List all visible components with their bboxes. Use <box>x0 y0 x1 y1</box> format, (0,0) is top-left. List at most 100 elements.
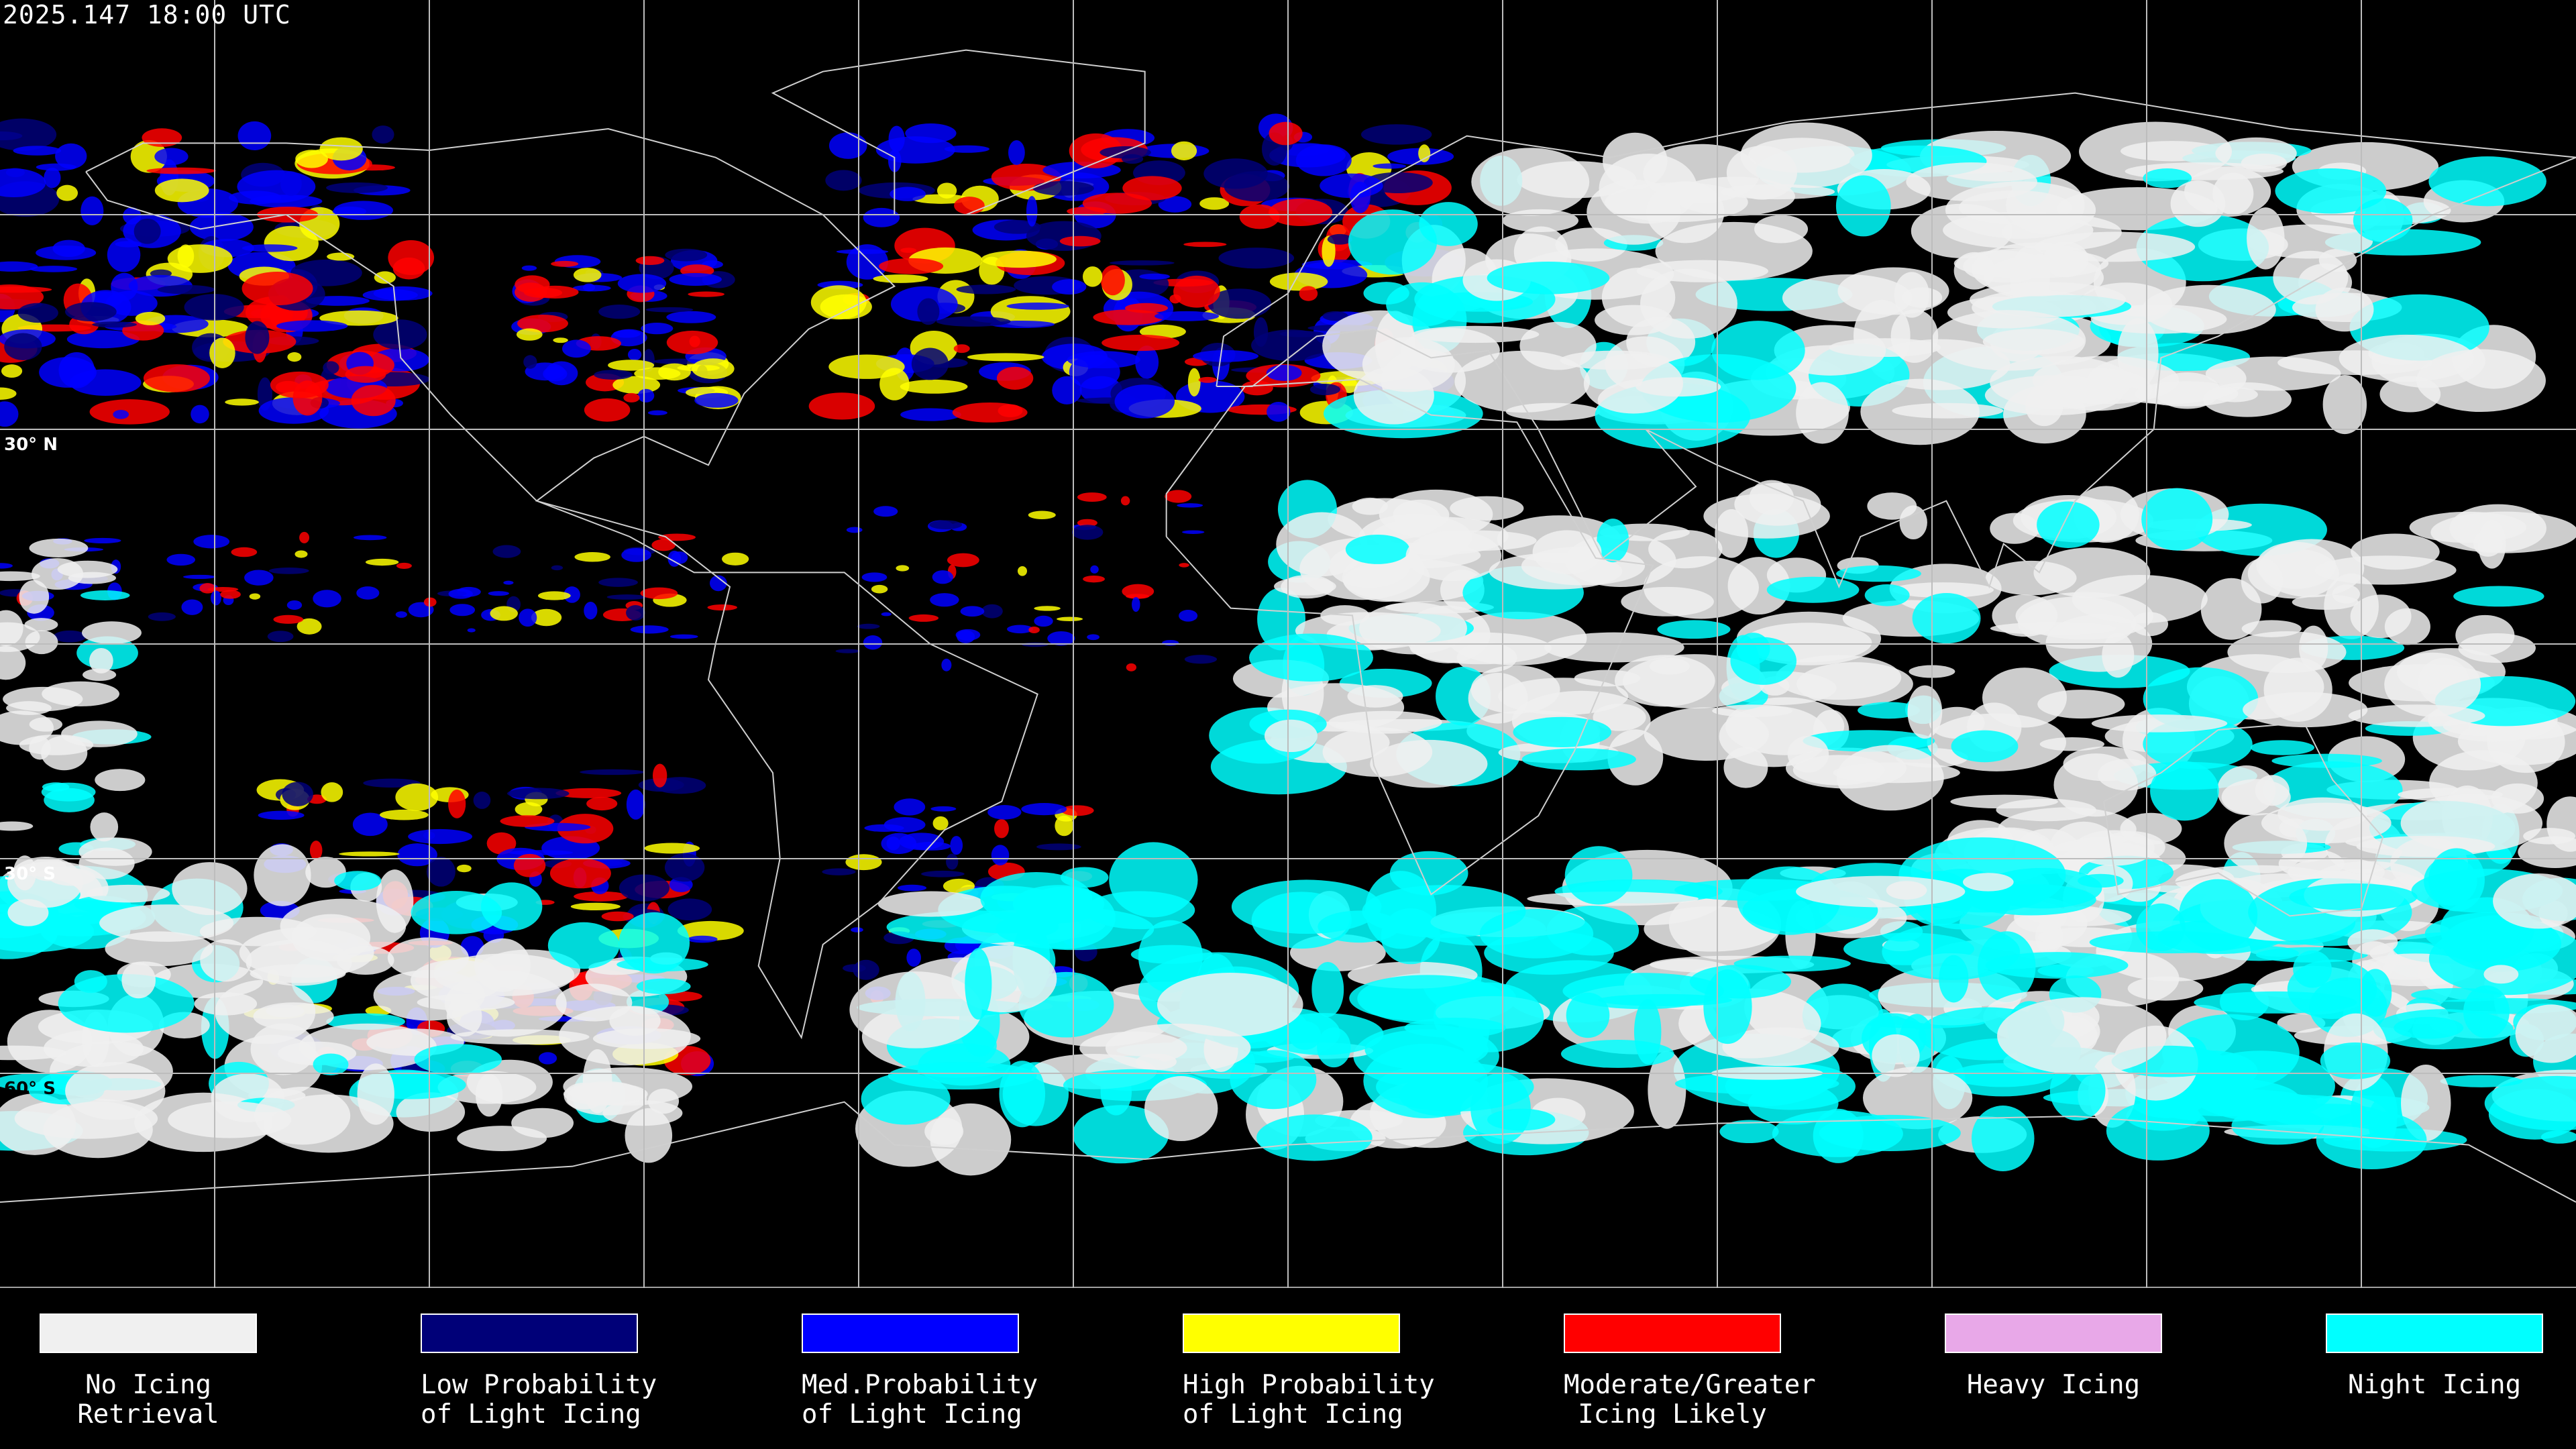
icing-region <box>448 588 473 599</box>
icing-region <box>1939 955 1969 1003</box>
icing-region <box>1566 992 1610 1038</box>
icing-region <box>545 361 578 386</box>
graticule <box>0 0 2576 1288</box>
icing-region <box>89 647 113 674</box>
icing-region <box>1393 499 1450 531</box>
icing-region <box>2141 488 2213 551</box>
icing-region <box>1772 1110 1903 1157</box>
icing-region <box>1132 596 1140 612</box>
icing-region <box>345 366 386 383</box>
icing-region <box>319 137 363 161</box>
icing-region <box>353 535 387 541</box>
icing-region <box>105 290 158 316</box>
icing-region <box>947 553 979 568</box>
icing-region <box>641 323 674 335</box>
icing-region <box>334 871 382 891</box>
icing-region <box>0 610 23 646</box>
icing-region <box>1110 260 1175 266</box>
icing-region <box>2384 652 2481 717</box>
icing-region <box>912 194 970 204</box>
icing-region <box>78 837 152 866</box>
icing-region <box>80 196 104 225</box>
icing-region <box>0 645 26 680</box>
icing-region <box>43 1030 144 1067</box>
icing-region <box>182 574 216 580</box>
icing-region <box>115 241 142 248</box>
icing-region <box>846 527 863 533</box>
icing-region <box>1034 606 1061 611</box>
icing-region <box>0 387 17 400</box>
icing-region <box>1165 490 1192 503</box>
icing-region <box>1032 180 1094 196</box>
icing-region <box>1179 610 1198 622</box>
icing-region <box>584 398 631 422</box>
icing-region <box>1711 321 1805 380</box>
icing-region <box>89 399 170 425</box>
icing-region <box>1597 994 1732 1006</box>
legend-item-med-probability: Med.Probability of Light Icing <box>802 1313 1038 1430</box>
icing-region <box>1655 221 1813 281</box>
icing-region <box>351 384 396 417</box>
icing-region <box>395 611 407 618</box>
icing-region <box>523 355 537 369</box>
icing-region <box>954 197 985 215</box>
icing-region <box>883 817 926 833</box>
icing-region <box>669 272 722 286</box>
icing-region <box>1796 875 1966 908</box>
icing-region <box>1766 576 1860 603</box>
icing-region <box>121 962 156 999</box>
icing-region <box>1890 309 1939 363</box>
icing-region <box>1309 383 1340 396</box>
icing-region <box>2078 873 2124 888</box>
icing-region <box>950 836 963 855</box>
icing-region <box>295 150 328 168</box>
icing-region <box>1532 530 1602 574</box>
icing-region <box>1774 325 1886 376</box>
icing-region <box>299 531 310 543</box>
icing-region <box>1269 272 1328 291</box>
icing-region <box>0 821 34 831</box>
icing-region <box>1358 602 1467 655</box>
icing-region <box>1105 1023 1251 1073</box>
icing-region <box>932 816 949 830</box>
icing-region <box>1872 1034 1920 1077</box>
icing-region <box>645 307 694 313</box>
icing-region <box>4 333 42 360</box>
icing-region <box>2205 356 2341 391</box>
icing-region <box>2049 1060 2106 1121</box>
icing-region <box>930 593 959 607</box>
legend-swatch <box>802 1313 1019 1353</box>
icing-region <box>857 623 880 629</box>
icing-region <box>1521 748 1636 771</box>
icing-region <box>561 339 591 358</box>
icing-region <box>644 843 700 854</box>
icing-region <box>1069 133 1123 168</box>
icing-region <box>944 145 989 153</box>
icing-map: 2025.147 18:00 UTC 30° N 30° S 60° S <box>0 0 2576 1288</box>
icing-region <box>467 628 476 633</box>
icing-region <box>357 1063 394 1125</box>
icing-region <box>313 1053 349 1076</box>
icing-region <box>1184 655 1218 664</box>
icing-region <box>249 593 261 600</box>
icing-region <box>2493 873 2576 929</box>
icing-region <box>286 600 303 610</box>
icing-region <box>41 782 96 802</box>
icing-region <box>932 570 954 584</box>
icing-region <box>411 891 502 934</box>
icing-region <box>1061 805 1094 816</box>
icing-region <box>1126 663 1137 672</box>
icing-region <box>56 184 78 201</box>
icing-region <box>189 212 254 241</box>
icing-region <box>113 410 129 419</box>
icing-region <box>2320 1042 2391 1079</box>
icing-region <box>586 796 618 811</box>
icing-region <box>396 562 412 569</box>
icing-region <box>250 964 346 983</box>
icing-region <box>2255 947 2368 963</box>
icing-region <box>423 597 437 607</box>
icing-region <box>2250 740 2314 755</box>
icing-region <box>1130 945 1213 964</box>
icing-region <box>84 537 121 544</box>
icing-region <box>1950 794 2058 809</box>
